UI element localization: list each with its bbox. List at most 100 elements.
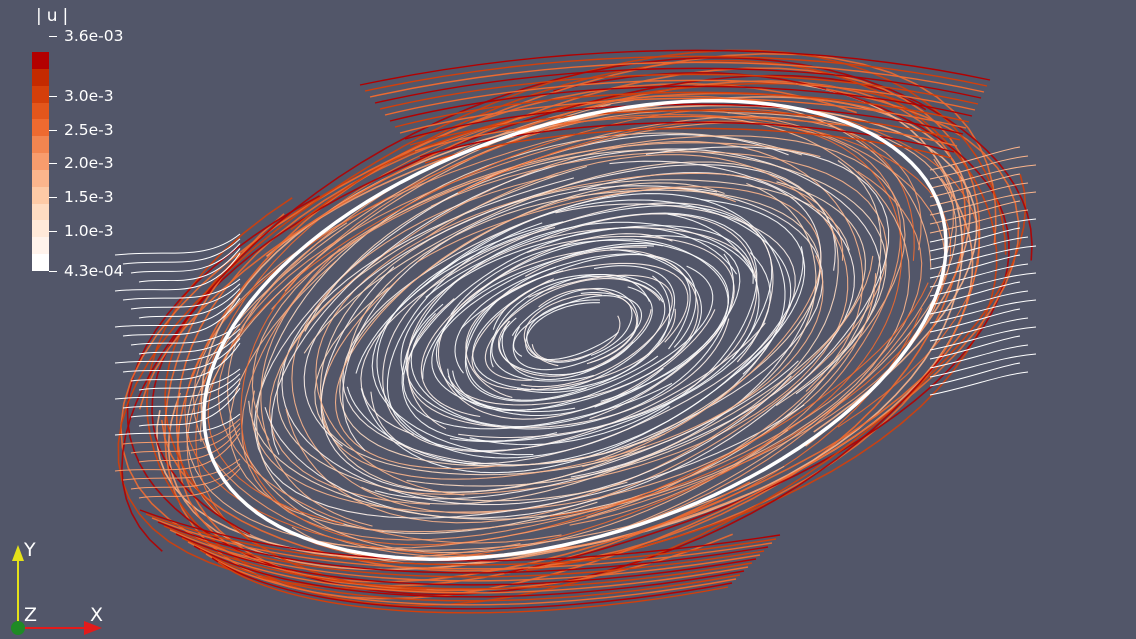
streamline [163, 525, 765, 578]
streamline [339, 182, 725, 467]
scalar-bar-tick-label: 1.5e-3 [64, 188, 114, 206]
streamline [315, 172, 844, 496]
streamline [374, 67, 982, 104]
streamline [122, 297, 241, 337]
streamline [465, 270, 587, 401]
streamline [207, 108, 915, 525]
streamline [454, 253, 691, 374]
scalar-bar-tick-label: 3.0e-3 [64, 87, 114, 105]
streamline [117, 49, 1007, 591]
streamline [929, 362, 1021, 387]
streamline [138, 248, 241, 283]
streamline [407, 298, 730, 429]
streamline [130, 342, 241, 382]
streamline [193, 545, 745, 598]
streamline [447, 249, 699, 406]
streamline [320, 255, 824, 480]
streamline [512, 292, 643, 371]
streamline [511, 287, 639, 364]
streamline [138, 468, 241, 499]
colorbar-segment [32, 136, 49, 154]
scalar-bar-tick-label: 3.6e-03 [64, 27, 124, 45]
streamline [410, 235, 741, 428]
x-axis-cone [84, 621, 102, 635]
streamline [229, 115, 910, 533]
streamline [364, 55, 988, 92]
streamlines [114, 49, 1037, 614]
streamline [240, 239, 929, 546]
streamline [130, 383, 241, 418]
streamline [256, 132, 803, 535]
streamline [355, 193, 786, 375]
streamline [146, 174, 1027, 607]
z-axis-dot [11, 621, 25, 635]
streamline [929, 299, 1037, 324]
streamline [122, 418, 241, 445]
y-axis-label: Y [24, 539, 36, 561]
streamline [929, 200, 1021, 225]
scalar-bar-colorbar [32, 52, 49, 271]
streamline [121, 56, 1033, 552]
streamline [187, 541, 749, 594]
streamline [384, 79, 976, 116]
streamline [334, 187, 736, 470]
streamline [402, 226, 738, 430]
streamline [320, 266, 799, 493]
colorbar-segment [32, 68, 49, 86]
streamline [251, 135, 906, 518]
streamline [138, 368, 241, 391]
orientation-axes-glyph [11, 545, 102, 635]
streamline [525, 302, 619, 361]
streamline [452, 248, 702, 411]
streamline [151, 517, 773, 570]
scalar-bar-tick-mark [49, 130, 57, 131]
streamline [570, 171, 822, 478]
streamline [200, 104, 978, 433]
streamline [114, 333, 241, 364]
streamline [138, 328, 241, 355]
streamline [501, 286, 653, 381]
streamline [185, 103, 785, 551]
separatrix-curve [202, 99, 948, 561]
streamline [138, 387, 241, 427]
colorbar-segment [32, 237, 49, 255]
streamline [437, 246, 716, 420]
colorbar-segment [32, 119, 49, 137]
streamline [929, 272, 1037, 297]
streamline [447, 265, 714, 412]
streamline [145, 513, 777, 566]
streamline [290, 59, 998, 572]
streamline [416, 186, 822, 468]
streamline [399, 97, 967, 134]
streamline [929, 335, 1021, 360]
streamline [314, 182, 817, 476]
scalar-bar-tick-mark [49, 271, 57, 272]
streamline [929, 353, 1037, 378]
streamline [205, 553, 737, 606]
streamline [406, 227, 757, 430]
streamline [929, 182, 1029, 207]
scalar-bar-tick-label: 2.0e-3 [64, 154, 114, 172]
streamline [497, 309, 652, 377]
streamline [404, 103, 964, 140]
streamline [285, 151, 887, 524]
streamline [276, 165, 628, 502]
streamline [164, 82, 911, 592]
streamline [929, 209, 1029, 234]
scalar-bar-tick-label: 1.0e-3 [64, 222, 114, 240]
colorbar-segment [32, 254, 49, 271]
streamline [138, 67, 981, 568]
streamline [251, 273, 877, 513]
streamline [211, 557, 733, 610]
streamline [114, 252, 241, 292]
streamline [217, 561, 729, 614]
streamline [929, 281, 1021, 306]
streamline [472, 275, 671, 391]
streamline [164, 88, 1020, 600]
streamline [929, 164, 1037, 189]
streamline [929, 263, 1029, 288]
streamline [929, 371, 1029, 396]
streamline [498, 317, 634, 376]
colorbar-segment [32, 153, 49, 170]
